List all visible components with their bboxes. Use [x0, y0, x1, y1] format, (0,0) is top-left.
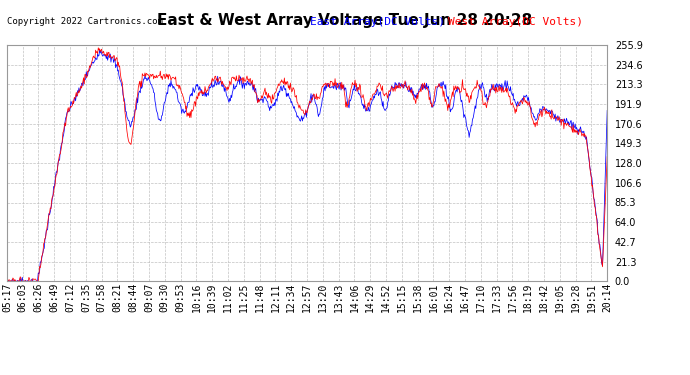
- Text: East Array(DC Volts): East Array(DC Volts): [310, 17, 446, 27]
- Text: West Array(DC Volts): West Array(DC Volts): [448, 17, 584, 27]
- Text: East & West Array Voltage Tue Jun 28 20:28: East & West Array Voltage Tue Jun 28 20:…: [157, 13, 533, 28]
- Text: Copyright 2022 Cartronics.com: Copyright 2022 Cartronics.com: [7, 17, 163, 26]
